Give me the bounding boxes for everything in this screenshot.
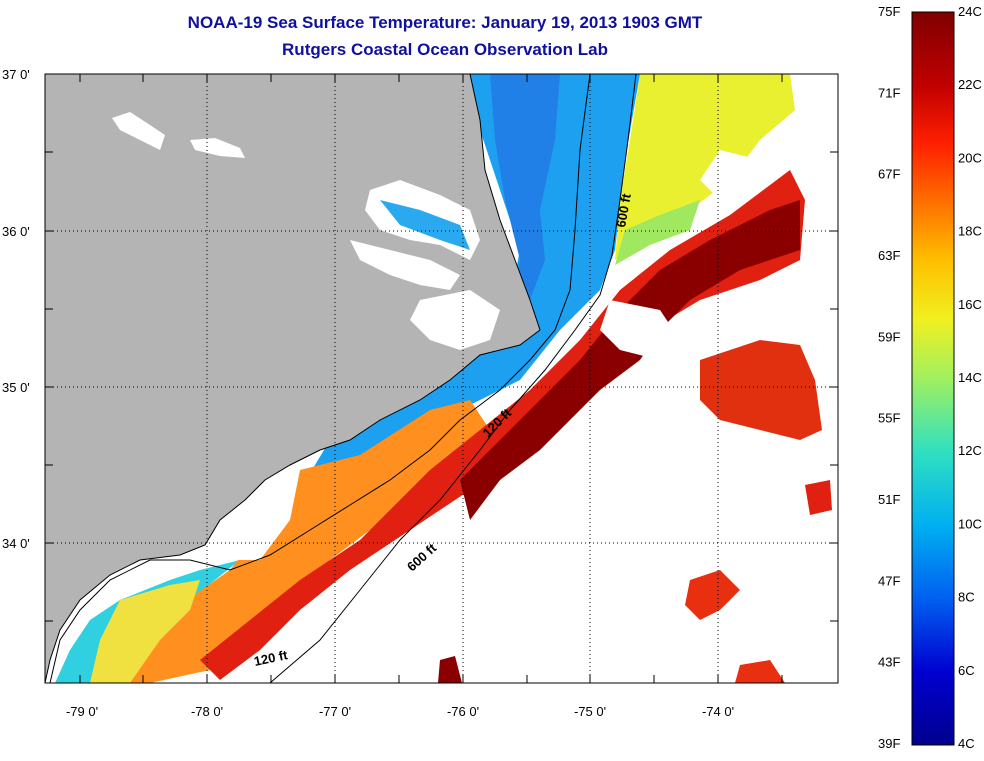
lon-label: -74 0' [702,704,734,719]
lat-label: 35 0' [2,380,30,395]
colorbar-fahrenheit-label: 59F [878,329,900,344]
warm-yellow-water [615,74,795,260]
colorbar-fahrenheit-label: 39F [878,736,900,751]
colorbar-celsius-label: 18C [958,224,982,239]
lon-label: -77 0' [319,704,351,719]
lon-label: -79 0' [66,704,98,719]
colorbar-celsius-label: 8C [958,590,975,605]
colorbar-fahrenheit-label: 43F [878,655,900,670]
colorbar-labels: 75F 71F 67F 63F 59F 55F 51F 47F 43F 39F 24C 22C 20C 1… [878,4,982,751]
orange-coastal-water [120,400,490,683]
gulf-stream-core [460,200,800,520]
lat-label: 36 0' [2,224,30,239]
lon-label: -75 0' [574,704,606,719]
isobath-label: 120 ft [253,647,290,669]
warm-patch-right [805,480,832,515]
lon-label: -78 0' [191,704,223,719]
colorbar-celsius-label: 14C [958,370,982,385]
colorbar-fahrenheit-label: 67F [878,167,900,182]
lat-label: 34 0' [2,536,30,551]
colorbar-celsius-label: 24C [958,4,982,19]
graticule [45,74,838,683]
map-area [45,74,838,683]
colorbar-fahrenheit-label: 55F [878,411,900,426]
frame-ticks [45,74,838,683]
isobath-120ft [49,74,591,683]
isobath-600ft [269,74,637,683]
sound-blue [380,200,470,250]
cloud-patch [600,300,680,360]
colorbar-fahrenheit-label: 63F [878,248,900,263]
yellow-coastal-water [90,580,200,683]
colorbar-celsius-label: 20C [958,150,982,165]
colorbar-celsius-label: 10C [958,516,982,531]
colorbar-celsius-label: 22C [958,77,982,92]
map-subtitle: Rutgers Coastal Ocean Observation Lab [282,40,608,59]
cloud-patch [700,150,760,200]
sound-white [410,290,500,350]
sound-white [350,240,460,290]
deep-blue-water [490,74,560,330]
colorbar-celsius-label: 4C [958,736,975,751]
colorbar-fahrenheit-label: 75F [878,4,900,19]
cold-shelf-water [300,74,640,490]
colorbar-celsius-label: 12C [958,443,982,458]
colorbar [911,11,955,746]
coastline [45,74,541,683]
map-frame [44,73,839,684]
warm-patch-bottom [438,656,462,683]
lat-label: 37 0' [2,67,30,82]
cloud-patch [230,470,300,560]
colorbar-fahrenheit-label: 51F [878,492,900,507]
warm-eddy-east [700,340,822,440]
warm-patch-south [685,570,740,620]
lon-label: -76 0' [447,704,479,719]
isobath-label: 600 ft [613,192,634,229]
map-title: NOAA-19 Sea Surface Temperature: January… [187,13,703,32]
colorbar-fahrenheit-label: 47F [878,573,900,588]
colorbar-celsius-label: 6C [958,663,975,678]
warm-patch-southeast [735,660,785,683]
lake-white [190,138,245,158]
colorbar-celsius-label: 16C [958,297,982,312]
green-water [615,200,700,265]
lake-white [112,112,165,150]
colorbar-fahrenheit-label: 71F [878,85,900,100]
